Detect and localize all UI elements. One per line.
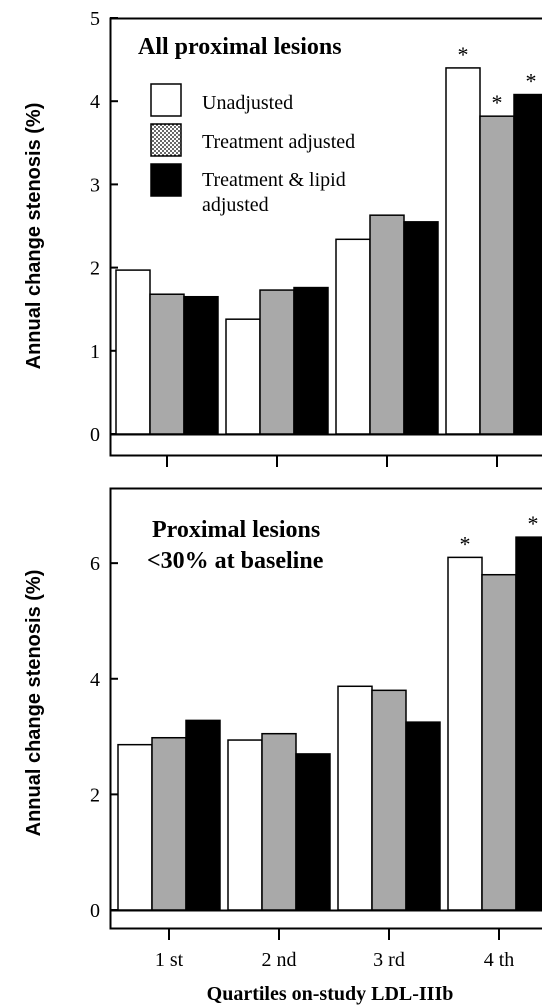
y-tick-label: 2 — [90, 258, 100, 280]
y-tick-label: 0 — [90, 424, 100, 446]
y-axis-label: Annual change stenosis (%) — [23, 103, 45, 370]
bar-4th-series2 — [479, 115, 515, 435]
bar-2nd-series3 — [293, 286, 329, 435]
bar-3rd-series2 — [371, 689, 407, 911]
plot-frame — [109, 487, 542, 930]
bar-4th-series1 — [447, 556, 483, 911]
bar-3rd-series3 — [403, 221, 439, 435]
legend-swatch-treatment-lipid-adjusted — [150, 163, 182, 197]
legend-label-unadjusted: Unadjusted — [202, 92, 293, 114]
bar-4th-series2 — [481, 573, 517, 911]
y-tick-label: 1 — [90, 341, 100, 363]
significance-marker: * — [458, 42, 469, 67]
bar-4th-series1 — [445, 67, 481, 435]
bar-4th-series3 — [515, 536, 542, 911]
significance-marker: * — [460, 531, 471, 556]
bar-3rd-series1 — [337, 685, 373, 911]
bar-4th-series3 — [513, 93, 542, 435]
x-tick-label: 1 st — [155, 949, 184, 971]
y-tick-label: 3 — [90, 174, 100, 196]
bar-3rd-series3 — [405, 721, 441, 911]
y-tick-label: 4 — [90, 91, 100, 113]
x-axis-label: Quartiles on-study LDL-IIIb — [207, 983, 454, 1005]
legend-swatch-unadjusted — [150, 83, 182, 117]
x-tick-label: 4 th — [484, 949, 515, 971]
legend-label-treatment-adjusted: Treatment adjusted — [202, 131, 355, 153]
chart-title: All proximal lesions — [138, 34, 342, 60]
bar-2nd-series3 — [295, 753, 331, 911]
y-tick-label: 4 — [90, 669, 100, 691]
bar-1st-series3 — [185, 719, 221, 911]
bar-2nd-series2 — [259, 289, 295, 435]
bar-3rd-series2 — [369, 214, 405, 435]
chart-panel-proximal-lt30: Annual change stenosis (%) Proximal lesi… — [23, 487, 542, 1005]
y-axis-label: Annual change stenosis (%) — [23, 570, 45, 837]
y-tick-label: 6 — [90, 553, 100, 575]
y-tick-label: 2 — [90, 784, 100, 806]
legend: Unadjusted Treatment adjusted Treatment … — [150, 83, 355, 216]
significance-marker: * — [526, 69, 537, 94]
y-tick-label: 0 — [90, 900, 100, 922]
bar-1st-series3 — [183, 295, 219, 435]
chart-title: Proximal lesions — [152, 517, 320, 543]
y-tick-label: 5 — [90, 8, 100, 30]
plot-frame — [109, 17, 542, 457]
legend-label-treatment-lipid-adjusted: Treatment & lipid — [202, 169, 346, 191]
bar-2nd-series2 — [261, 732, 297, 911]
bar-2nd-series1 — [227, 739, 263, 911]
legend-label-treatment-lipid-adjusted-line2: adjusted — [202, 194, 269, 216]
significance-marker: * — [492, 90, 503, 115]
bar-1st-series1 — [115, 269, 151, 435]
bar-1st-series2 — [149, 293, 185, 435]
bar-2nd-series1 — [225, 318, 261, 435]
bar-1st-series1 — [117, 743, 153, 911]
bar-3rd-series1 — [335, 238, 371, 435]
x-tick-label: 2 nd — [262, 949, 297, 971]
legend-swatch-treatment-adjusted — [150, 123, 182, 157]
bar-1st-series2 — [151, 736, 187, 911]
chart-subtitle: <30% at baseline — [147, 548, 324, 574]
significance-marker: * — [528, 511, 539, 536]
x-tick-label: 3 rd — [373, 949, 405, 971]
chart-panel-all-proximal: Annual change stenosis (%) All proximal … — [23, 8, 542, 467]
